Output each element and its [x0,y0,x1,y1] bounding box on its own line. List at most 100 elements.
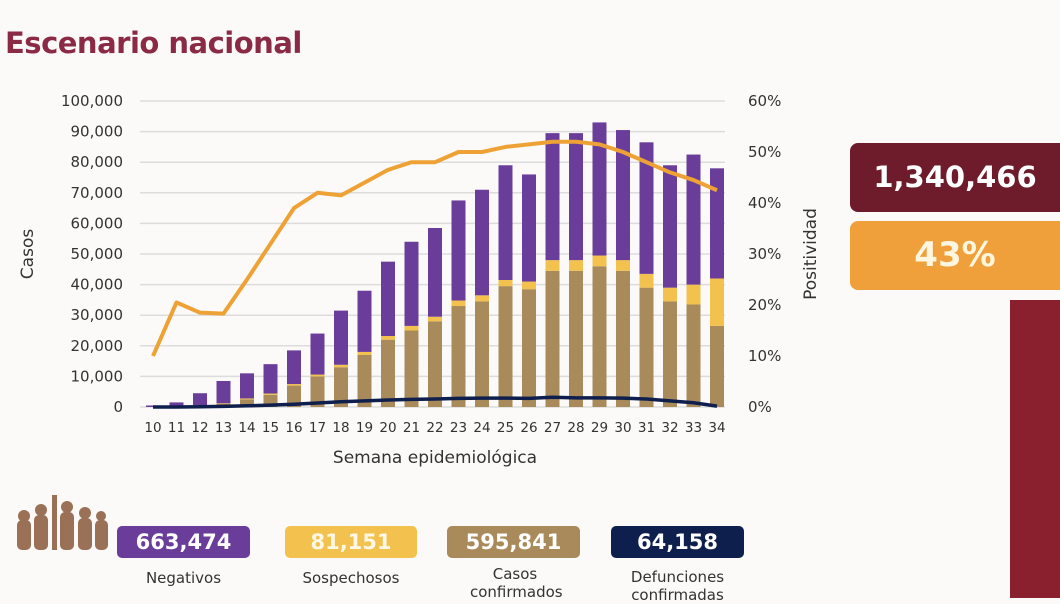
bar-negatives [381,262,395,336]
bar-confirmed [593,266,607,407]
y2-tick-label: 50% [748,143,781,161]
bar-negatives [499,165,513,280]
positivity-box: 43% [850,221,1060,290]
bar-negatives [405,242,419,326]
bar-suspected [522,282,536,290]
bar-confirmed [428,321,442,407]
bar-negatives [264,364,278,393]
maroon-panel [1010,300,1060,598]
bar-suspected [475,295,489,301]
y-tick-label: 60,000 [71,214,124,232]
x-tick-label: 10 [144,420,161,436]
bar-negatives [358,291,372,352]
bar-negatives [522,174,536,281]
bar-suspected [640,274,654,288]
bar-suspected [381,336,395,340]
bar-negatives [193,393,207,405]
bar-negatives [334,311,348,365]
y-tick-label: 70,000 [71,184,124,202]
bar-confirmed [452,306,466,407]
bar-suspected [264,394,278,395]
deaths-label: Defunciones confirmadas [611,568,744,604]
bar-confirmed [687,304,701,407]
bar-suspected [546,260,560,271]
x-tick-label: 31 [638,420,655,436]
y-tick-label: 20,000 [71,337,124,355]
y-tick-label: 80,000 [71,153,124,171]
x-tick-label: 27 [544,420,561,436]
bar-negatives [475,190,489,296]
bar-confirmed [663,301,677,407]
bar-suspected [569,260,583,271]
x-tick-label: 32 [661,420,678,436]
bar-confirmed [499,286,513,407]
x-axis-label: Semana epidemiológica [333,448,537,468]
bar-negatives [710,168,724,278]
y-tick-label: 90,000 [71,123,124,141]
x-tick-label: 25 [497,420,514,436]
bar-negatives [569,133,583,260]
x-tick-label: 24 [473,420,490,436]
x-tick-label: 16 [285,420,302,436]
y2-tick-label: 20% [748,296,781,314]
x-tick-label: 15 [262,420,279,436]
suspected-total: 81,151 [285,526,417,558]
bar-confirmed [405,331,419,408]
bar-suspected [428,317,442,322]
bar-negatives [240,373,254,398]
bar-confirmed [616,271,630,407]
bar-confirmed [522,289,536,407]
y-tick-label: 50,000 [71,245,124,263]
positivity-value: 43% [914,235,995,275]
x-tick-label: 34 [708,420,725,436]
x-tick-label: 33 [685,420,702,436]
negatives-label: Negativos [117,569,250,587]
y-tick-label: 0 [113,398,123,416]
y-tick-label: 40,000 [71,276,124,294]
x-tick-label: 18 [332,420,349,436]
total-tests-box: 1,340,466 [850,143,1060,212]
x-tick-label: 13 [215,420,232,436]
bar-suspected [452,301,466,307]
y-tick-label: 30,000 [71,306,124,324]
bar-negatives [663,165,677,287]
x-tick-label: 22 [426,420,443,436]
bar-suspected [710,278,724,325]
bar-negatives [687,155,701,285]
bar-confirmed [546,271,560,407]
x-tick-label: 28 [567,420,584,436]
y2-axis-label: Positividad [801,208,821,300]
bar-suspected [240,398,254,399]
bar-suspected [405,326,419,331]
bar-confirmed [475,301,489,407]
bar-negatives [428,228,442,317]
y2-tick-label: 40% [748,194,781,212]
bar-suspected [287,384,301,386]
confirmed-total: 595,841 [447,526,580,558]
bar-negatives [217,381,231,403]
x-tick-label: 14 [238,420,255,436]
deaths-total: 64,158 [611,526,744,558]
total-tests-value: 1,340,466 [873,160,1036,194]
x-tick-label: 23 [450,420,467,436]
x-tick-label: 11 [168,420,185,436]
x-tick-label: 20 [379,420,396,436]
bar-confirmed [569,271,583,407]
y2-tick-label: 0% [748,398,772,416]
x-tick-label: 29 [591,420,608,436]
bar-confirmed [381,340,395,407]
bar-confirmed [640,288,654,407]
bar-suspected [687,285,701,305]
y2-tick-label: 10% [748,347,781,365]
bar-suspected [663,288,677,302]
bar-negatives [311,334,325,375]
y-tick-label: 100,000 [61,92,123,110]
bar-negatives [452,200,466,300]
bar-suspected [217,403,231,404]
bar-negatives [546,133,560,260]
y-tick-label: 10,000 [71,367,124,385]
x-tick-label: 17 [309,420,326,436]
x-tick-label: 26 [520,420,537,436]
y2-tick-label: 60% [748,92,781,110]
x-tick-label: 21 [403,420,420,436]
